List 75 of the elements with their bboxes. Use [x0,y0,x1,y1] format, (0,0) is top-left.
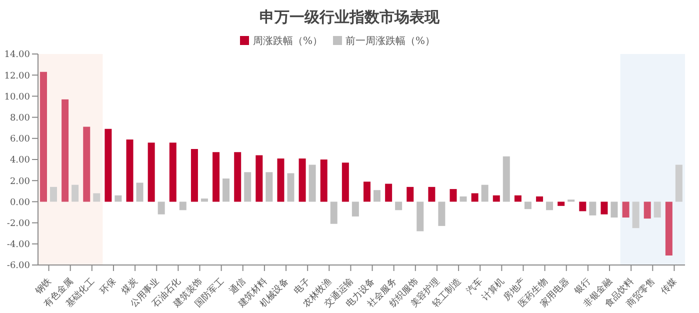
bar [62,99,69,202]
y-tick-label: 4.00 [10,156,30,166]
bar [492,195,500,202]
bar [287,173,294,202]
bar [416,202,424,232]
bar [277,158,284,202]
bar [158,202,165,214]
bar [40,72,47,202]
bar [308,164,316,202]
bar [622,202,630,218]
bar [579,202,586,212]
legend-label: 周涨跌幅（%） [252,36,322,47]
bar [428,186,436,202]
bar [514,195,522,202]
y-tick-label: 10.00 [4,92,30,102]
y-tick-label: 8.00 [10,113,30,124]
x-tick-label: 传媒 [658,276,680,297]
bar [212,152,220,202]
bar [234,152,242,202]
y-tick-label: -6.00 [6,261,30,272]
bar [644,202,651,219]
bar [471,193,478,202]
bar [536,196,544,202]
bar [600,202,608,214]
bar [460,196,467,202]
y-tick-label: -2.00 [6,218,30,229]
bar [222,178,230,202]
legend-label: 前一周涨跌幅（%） [344,36,436,47]
y-tick-label: 14.00 [4,50,30,60]
chart-title: 申万一级行业指数市场表现 [258,7,440,28]
bar [320,160,328,202]
bar [114,195,122,202]
bar [395,202,402,210]
bar [342,162,349,202]
bar [352,202,359,216]
bar [438,202,446,226]
bar [190,148,198,202]
bar [406,186,414,202]
bar [632,202,640,228]
bar [169,142,176,202]
bar [72,184,79,202]
bar [558,202,565,206]
bar [665,202,672,256]
bar [654,202,661,218]
bar [83,126,90,202]
bar [136,182,144,202]
bar [502,156,510,202]
bar [481,184,488,202]
y-tick-label: 6.00 [10,134,30,145]
bar [524,202,532,210]
bar [374,190,380,202]
bar [200,198,208,202]
bar [364,182,370,202]
bar [256,155,263,202]
bar [244,172,252,202]
bar [450,189,457,202]
bar [589,202,596,216]
y-tick-label: 2.00 [10,176,30,187]
bar [330,202,338,224]
bar [385,184,392,202]
bar [126,139,134,202]
bar [266,172,273,202]
y-tick-label: -4.00 [6,240,30,250]
bar [675,164,682,202]
bar [148,142,155,202]
y-tick-label: 12.00 [4,71,30,82]
bar [546,202,554,210]
bar [93,193,100,202]
bar [104,128,112,202]
bar [298,158,306,202]
x-tick-label: 环保 [98,276,118,297]
y-tick-label: 0.00 [10,198,30,208]
bar [179,202,186,210]
bar [50,186,57,202]
bar [610,202,618,218]
